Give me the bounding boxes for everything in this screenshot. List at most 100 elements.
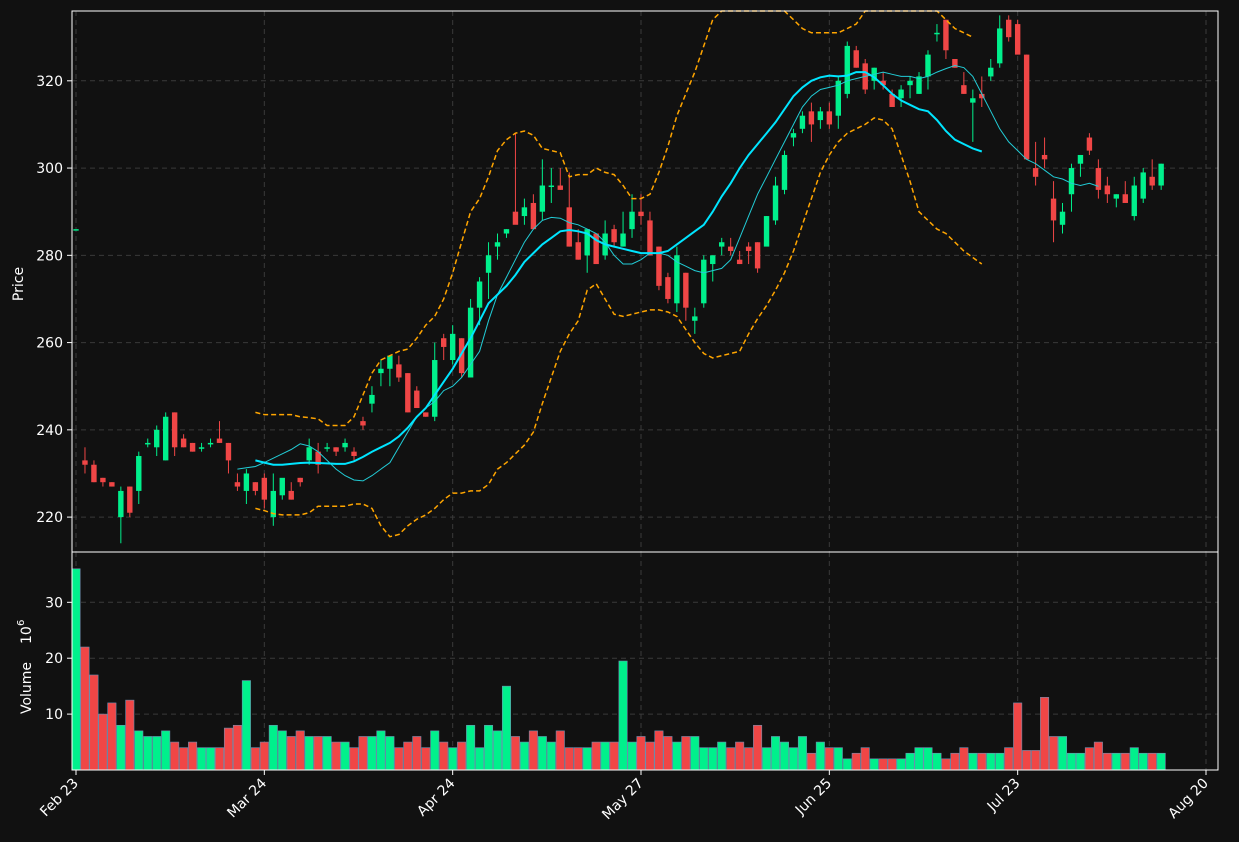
candle-body-105 (1014, 24, 1021, 55)
volume-panel-frame (71, 551, 1219, 771)
candle-body-82 (808, 111, 815, 125)
volume-bar-13 (188, 741, 198, 771)
candle-body-32 (360, 421, 366, 426)
candle-body-98 (952, 58, 958, 68)
volume-bar-80 (788, 747, 798, 771)
candle-body-115 (1104, 185, 1111, 195)
candle-body-79 (781, 154, 788, 190)
candle-body-72 (719, 242, 725, 247)
volume-bar-107 (1031, 750, 1041, 771)
volume-axis-label-text: Volume (19, 662, 35, 714)
candle-body-10 (162, 416, 169, 461)
volume-bar-30 (340, 741, 350, 771)
candle-body-25 (297, 477, 303, 483)
volume-bar-21 (259, 741, 269, 771)
volume-ytick-label-1: 20 (45, 651, 63, 667)
candle-body-7 (136, 456, 142, 491)
volume-bar-48 (501, 685, 511, 771)
volume-bar-101 (977, 752, 987, 771)
volume-bar-32 (358, 736, 368, 771)
volume-bar-105 (1013, 702, 1023, 771)
candle-body-3 (100, 477, 106, 483)
candle-body-23 (279, 477, 285, 496)
volume-bar-11 (170, 741, 180, 771)
candle-body-27 (315, 451, 321, 465)
candle-body-13 (189, 442, 196, 452)
volume-bar-33 (367, 736, 377, 771)
candle-body-71 (710, 255, 716, 265)
candle-body-35 (387, 355, 393, 369)
volume-bar-14 (197, 747, 207, 771)
candle-body-86 (844, 45, 850, 94)
candle-body-87 (853, 50, 859, 68)
price-ytick-label-0: 220 (36, 510, 63, 526)
moving-average-slow (255, 71, 983, 466)
volume-bar-106 (1022, 750, 1032, 771)
volume-bar-103 (995, 752, 1005, 771)
volume-bar-61 (618, 660, 628, 771)
volume-bar-51 (528, 730, 538, 771)
volume-bar-91 (887, 758, 897, 771)
volume-bar-50 (519, 741, 529, 771)
candle-body-74 (736, 259, 743, 265)
volume-bar-25 (295, 730, 305, 771)
candle-body-55 (566, 207, 572, 247)
volume-bar-9 (152, 736, 162, 771)
volume-bar-86 (842, 758, 852, 771)
candle-body-39 (423, 412, 429, 417)
volume-axis-label: Volume 10 6 (16, 620, 35, 714)
candle-body-100 (970, 98, 976, 103)
volume-bar-70 (699, 747, 709, 771)
volume-bar-84 (824, 747, 834, 771)
candle-body-33 (369, 394, 375, 404)
volume-bar-15 (206, 747, 216, 771)
candle-body-34 (378, 368, 384, 374)
volume-bar-109 (1049, 736, 1059, 771)
candle-body-51 (530, 202, 537, 230)
candle-body-99 (961, 85, 967, 94)
volume-bar-98 (950, 752, 960, 771)
volume-bar-60 (609, 741, 619, 771)
volume-bar-37 (403, 741, 413, 771)
candle-body-58 (593, 233, 599, 265)
volume-bar-40 (430, 730, 440, 771)
candle-body-111 (1068, 168, 1075, 195)
candle-body-60 (611, 229, 617, 243)
volume-bar-17 (223, 727, 233, 771)
volume-bar-104 (1004, 747, 1014, 771)
candle-body-65 (656, 246, 662, 286)
volume-bar-20 (250, 747, 260, 771)
volume-bar-3 (98, 713, 108, 771)
volume-bar-99 (959, 747, 969, 771)
volume-bar-46 (484, 724, 494, 771)
candle-body-95 (925, 54, 931, 77)
volume-bar-120 (1147, 752, 1157, 771)
candle-body-14 (198, 447, 205, 449)
candle-body-62 (629, 211, 635, 230)
candle-body-66 (665, 277, 671, 299)
candle-body-5 (118, 490, 124, 518)
candle-body-28 (324, 447, 330, 449)
volume-bar-102 (986, 752, 996, 771)
volume-bar-115 (1102, 752, 1112, 771)
volume-ytick-label-2: 30 (45, 595, 63, 611)
candle-body-4 (109, 482, 115, 487)
volume-bar-34 (376, 730, 386, 771)
volume-bar-79 (779, 741, 789, 771)
candle-body-24 (288, 490, 294, 500)
candle-body-80 (790, 133, 797, 138)
candle-body-54 (557, 185, 563, 190)
candle-body-22 (270, 490, 277, 518)
volume-bar-49 (510, 736, 520, 771)
candle-body-104 (1005, 19, 1012, 38)
price-panel: 220 240 260 280 300 320 (36, 10, 1219, 553)
candle-body-2 (91, 464, 97, 483)
candle-body-17 (225, 442, 232, 461)
volume-bar-94 (914, 747, 924, 771)
volume-bar-77 (762, 747, 772, 771)
candle-body-64 (647, 220, 653, 256)
volume-bar-108 (1040, 697, 1050, 771)
volume-bar-75 (744, 747, 754, 771)
volume-bar-111 (1066, 752, 1076, 771)
candle-body-106 (1023, 54, 1030, 160)
